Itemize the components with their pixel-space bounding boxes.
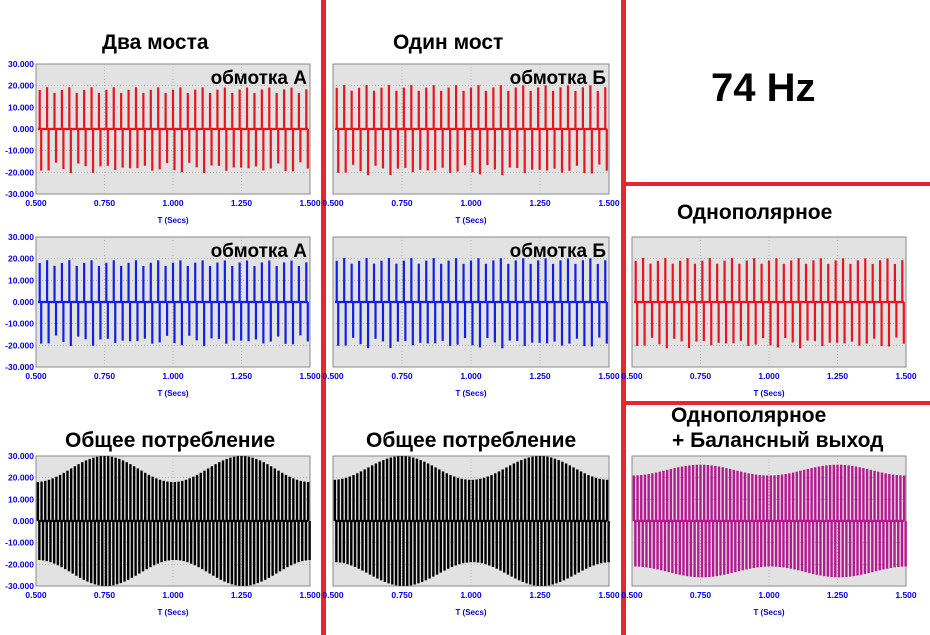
x-tick-label: 1.500 <box>895 590 917 600</box>
x-tick-label: 0.500 <box>322 590 344 600</box>
y-tick-label: -20.000 <box>5 559 34 569</box>
x-tick-label: 1.000 <box>460 371 482 381</box>
y-tick-label: 20.000 <box>8 81 34 91</box>
x-axis-label: T (Secs) <box>157 389 188 398</box>
x-tick-label: 1.000 <box>460 198 482 208</box>
x-tick-label: 1.000 <box>162 198 184 208</box>
y-tick-label: 0.000 <box>13 124 35 134</box>
heading-unipolar-balanced-2: + Балансный выход <box>672 429 884 452</box>
heading-total-consumption-mid: Общее потребление <box>366 429 577 452</box>
y-tick-label: -10.000 <box>5 319 34 329</box>
x-tick-label: 1.250 <box>529 198 551 208</box>
x-axis-label: T (Secs) <box>455 216 486 225</box>
x-tick-label: 0.500 <box>25 371 47 381</box>
x-tick-label: 1.500 <box>598 371 620 381</box>
x-axis-label: T (Secs) <box>753 389 784 398</box>
y-tick-label: 30.000 <box>8 232 34 242</box>
x-tick-label: 1.250 <box>529 371 551 381</box>
chart-one-bridge-total: 0.500 0.750 1.000 1.250 1.500 T (Secs) <box>322 455 620 617</box>
y-tick-label: 0.000 <box>13 516 35 526</box>
x-tick-label: 0.750 <box>94 198 116 208</box>
y-tick-label: 10.000 <box>8 102 34 112</box>
chart-two-bridges-total: 30.000 20.000 10.000 0.000 -10.000 -20.000 -30… <box>5 451 321 617</box>
x-tick-label: 0.500 <box>322 371 344 381</box>
heading-unipolar: Однополярное <box>677 201 833 224</box>
x-tick-label: 0.750 <box>391 371 413 381</box>
y-tick-label: 10.000 <box>8 494 34 504</box>
x-tick-label: 0.750 <box>391 590 413 600</box>
x-tick-label: 1.000 <box>162 371 184 381</box>
y-tick-label: -30.000 <box>5 189 34 199</box>
x-tick-label: 1.500 <box>598 590 620 600</box>
y-tick-label: -20.000 <box>5 167 34 177</box>
x-tick-label: 1.000 <box>162 590 184 600</box>
y-tick-label: -30.000 <box>5 581 34 591</box>
x-tick-label: 1.500 <box>299 198 321 208</box>
x-tick-label: 1.500 <box>299 371 321 381</box>
x-axis-label: T (Secs) <box>455 608 486 617</box>
x-tick-label: 1.250 <box>231 371 253 381</box>
y-tick-label: 0.000 <box>13 297 35 307</box>
y-tick-label: -20.000 <box>5 340 34 350</box>
heading-one-bridge: Один мост <box>393 31 504 54</box>
x-tick-label: 1.250 <box>231 198 253 208</box>
heading-total-consumption-left: Общее потребление <box>65 429 276 452</box>
y-tick-label: 10.000 <box>8 275 34 285</box>
heading-two-bridges: Два моста <box>102 31 209 54</box>
x-tick-label: 0.750 <box>94 371 116 381</box>
x-tick-label: 1.250 <box>529 590 551 600</box>
y-tick-label: -10.000 <box>5 146 34 156</box>
chart-overlay-title: обмотка Б <box>510 68 606 89</box>
y-tick-label: 30.000 <box>8 59 34 69</box>
x-tick-label: 1.500 <box>598 198 620 208</box>
x-tick-label: 1.500 <box>299 590 321 600</box>
divider-right <box>621 0 626 635</box>
x-axis-label: T (Secs) <box>157 608 188 617</box>
y-tick-label: -30.000 <box>5 362 34 372</box>
x-tick-label: 0.750 <box>690 371 712 381</box>
x-tick-label: 0.750 <box>690 590 712 600</box>
chart-overlay-title: обмотка А <box>211 241 308 262</box>
x-axis-label: T (Secs) <box>157 216 188 225</box>
x-tick-label: 1.250 <box>827 590 849 600</box>
x-tick-label: 1.000 <box>758 590 780 600</box>
chart-one-bridge-winding-b: 0.500 0.750 1.000 1.250 1.500 T (Secs) обмотка… <box>322 63 620 225</box>
x-tick-label: 0.500 <box>621 590 643 600</box>
divider-left <box>321 0 326 635</box>
x-axis-label: T (Secs) <box>753 608 784 617</box>
heading-unipolar-balanced-1: Однополярное <box>671 404 827 427</box>
y-tick-label: 20.000 <box>8 254 34 264</box>
y-tick-label: 20.000 <box>8 473 34 483</box>
x-tick-label: 0.750 <box>391 198 413 208</box>
x-tick-label: 1.250 <box>827 371 849 381</box>
x-tick-label: 0.500 <box>25 590 47 600</box>
x-tick-label: 1.500 <box>895 371 917 381</box>
y-tick-label: 30.000 <box>8 451 34 461</box>
chart-unipolar-balanced: 0.500 0.750 1.000 1.250 1.500 T (Secs) <box>621 455 917 617</box>
divider-bottom-right <box>621 401 930 405</box>
heading-frequency: 74 Hz <box>711 66 816 110</box>
chart-two-bridges-winding-a: 30.000 20.000 10.000 0.000 -10.000 -20.000 -30… <box>5 59 321 225</box>
divider-top-right <box>621 182 930 186</box>
x-axis-label: T (Secs) <box>455 389 486 398</box>
chart-overlay-title: обмотка Б <box>510 241 606 262</box>
x-tick-label: 0.750 <box>94 590 116 600</box>
x-tick-label: 0.500 <box>621 371 643 381</box>
x-tick-label: 0.500 <box>322 198 344 208</box>
chart-overlay-title: обмотка А <box>211 68 308 89</box>
chart-one-bridge-winding-b-blue: 0.500 0.750 1.000 1.250 1.500 T (Secs) обмотка… <box>322 236 620 398</box>
chart-unipolar: 0.500 0.750 1.000 1.250 1.500 T (Secs) <box>621 236 917 398</box>
x-tick-label: 0.500 <box>25 198 47 208</box>
x-tick-label: 1.000 <box>758 371 780 381</box>
x-tick-label: 1.250 <box>231 590 253 600</box>
x-tick-label: 1.000 <box>460 590 482 600</box>
y-tick-label: -10.000 <box>5 538 34 548</box>
chart-two-bridges-winding-a-blue: 30.000 20.000 10.000 0.000 -10.000 -20.000 -30… <box>5 232 321 398</box>
